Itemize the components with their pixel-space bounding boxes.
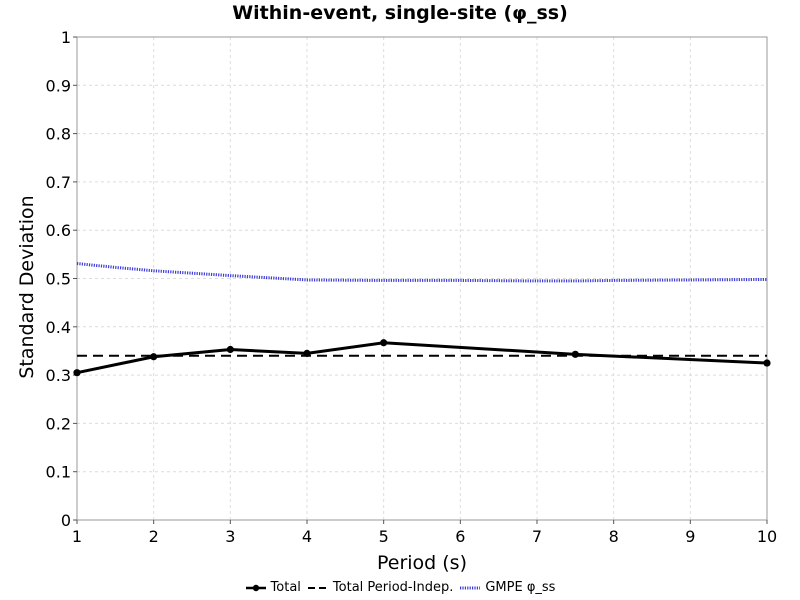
- data-point: [73, 369, 81, 377]
- y-tick-label: 0: [61, 511, 71, 530]
- y-tick-label: 0.6: [46, 221, 71, 240]
- legend-label: GMPE φ_ss: [485, 580, 556, 595]
- x-tick-label: 6: [455, 527, 465, 546]
- data-point: [380, 339, 388, 347]
- series-line-1: [76, 341, 768, 375]
- x-tick-label: 2: [149, 527, 159, 546]
- legend-item: GMPE φ_ss: [459, 580, 555, 595]
- legend-label: Total: [270, 580, 301, 595]
- grid-layer: [76, 36, 768, 521]
- x-tick-label: 9: [685, 527, 695, 546]
- x-tick-label: 10: [757, 527, 777, 546]
- x-tick-label: 1: [72, 527, 82, 546]
- legend: Total Total Period-Indep. GMPE φ_ss: [0, 580, 800, 595]
- y-tick-label: 0.8: [46, 125, 71, 144]
- legend-swatch: [245, 584, 266, 591]
- y-tick-label: 0.9: [46, 76, 71, 95]
- series-layer: [73, 262, 771, 377]
- y-tick-label: 0.3: [46, 366, 71, 385]
- x-tick-label: 4: [302, 527, 312, 546]
- axis-layer: 1 2 3 4 5 6 7 8 9 10 0 0.1 0.2 0.3 0.4 0.5 0.6 0.7 0.8 0.9 1: [46, 28, 778, 546]
- y-axis-label: Standard Deviation: [16, 195, 38, 378]
- legend-label: Total Period-Indep.: [332, 580, 454, 595]
- chart-title: Within-event, single-site (φ_ss): [232, 2, 568, 24]
- x-tick-label: 3: [225, 527, 235, 546]
- legend-item: Total Period-Indep.: [307, 580, 453, 595]
- y-tick-label: 0.5: [46, 270, 71, 289]
- data-point: [226, 345, 234, 354]
- x-tick-label: 7: [532, 527, 542, 546]
- y-tick-label: 0.1: [46, 463, 71, 482]
- x-tick-label: 5: [379, 527, 389, 546]
- data-point: [571, 350, 579, 358]
- y-tick-label: 0.4: [46, 318, 71, 337]
- y-tick-label: 0.2: [46, 414, 71, 433]
- y-tick-label: 0.7: [46, 173, 71, 192]
- legend-swatch: [307, 586, 328, 589]
- data-point: [150, 353, 158, 361]
- data-point: [763, 359, 771, 367]
- series-line-3: [76, 262, 768, 283]
- legend-swatch: [460, 586, 481, 589]
- x-axis-label: Period (s): [377, 552, 467, 574]
- y-tick-label: 1: [61, 28, 71, 47]
- legend-item: Total: [245, 580, 301, 595]
- x-tick-label: 8: [609, 527, 619, 546]
